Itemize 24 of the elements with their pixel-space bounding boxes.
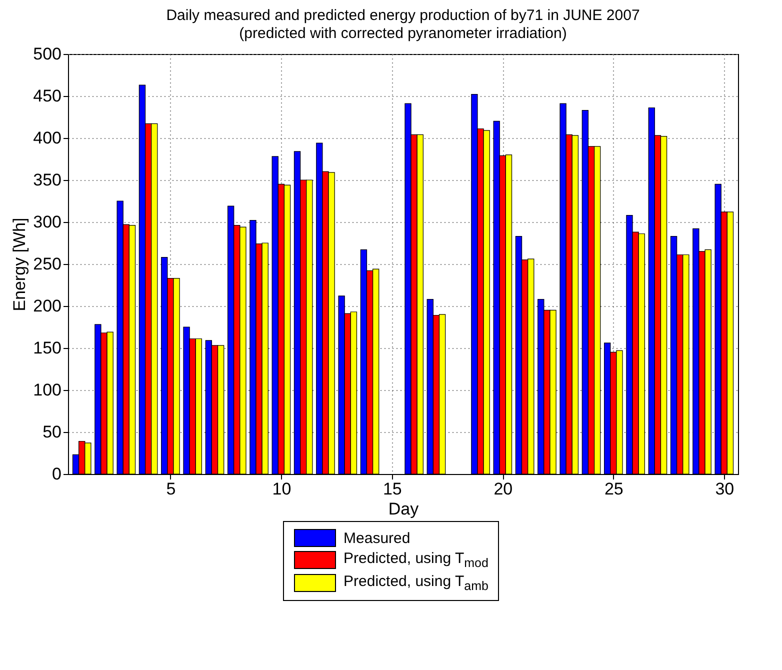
y-tick-label: 0: [52, 464, 62, 484]
y-tick-label: 450: [33, 86, 62, 106]
y-tick-label: 50: [42, 422, 62, 442]
x-tick-label: 5: [166, 480, 176, 498]
y-tick-label: 150: [33, 338, 62, 358]
x-tick-label: 30: [715, 480, 734, 498]
y-tick-label: 500: [33, 44, 62, 64]
chart-subtitle: (predicted with corrected pyranometer irradiation): [239, 25, 567, 42]
x-axis-title: Day: [388, 500, 420, 518]
x-tick-label: 15: [382, 480, 402, 498]
x-tick-label: 20: [494, 480, 513, 498]
y-axis-title: Energy [Wh]: [10, 218, 30, 312]
y-tick-label: 200: [33, 296, 62, 316]
y-tick-label: 100: [33, 380, 62, 400]
x-tick-label: 25: [604, 480, 624, 498]
y-tick-label: 400: [33, 128, 62, 148]
legend-label: Measured: [344, 530, 410, 546]
legend-label: Predicted, using T$_{amb}$: [344, 573, 488, 593]
x-tick-label: 10: [272, 480, 292, 498]
y-tick-label: 250: [33, 254, 62, 274]
legend-label: Predicted, using T$_{mod}$: [344, 550, 488, 570]
y-tick-label: 350: [33, 170, 62, 190]
y-tick-label: 300: [33, 212, 62, 232]
chart-title: Daily measured and predicted energy production of by71 in JUNE 2007: [166, 7, 640, 24]
